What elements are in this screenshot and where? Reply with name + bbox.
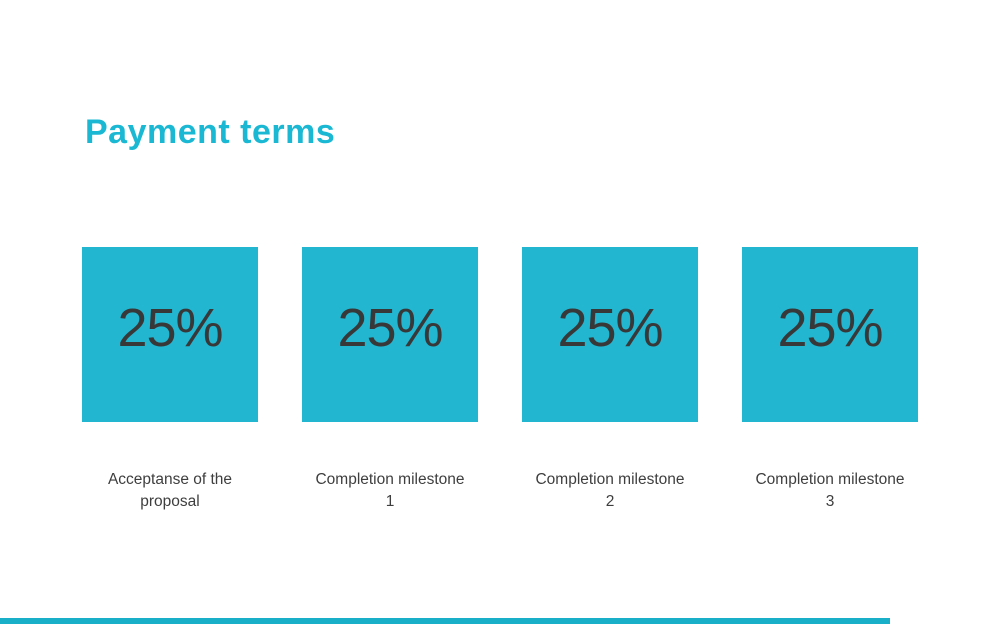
milestone-label-2: Completion milestone 1 <box>315 471 465 510</box>
milestone-percent-2: 25% <box>337 297 443 358</box>
milestone-percent-1: 25% <box>117 297 223 358</box>
milestone-square-4: 25% <box>742 247 918 422</box>
milestone-label-1: Acceptanse of the proposal <box>107 471 233 510</box>
milestone-percent-4: 25% <box>777 297 883 358</box>
milestone-percent-3: 25% <box>557 297 663 358</box>
milestone-label-4: Completion milestone 3 <box>755 471 905 510</box>
milestone-squares-row: 25% 25% 25% 25% <box>82 247 918 422</box>
milestone-square-1: 25% <box>82 247 258 422</box>
milestone-square-3: 25% <box>522 247 698 422</box>
bottom-accent-bar <box>0 618 890 624</box>
milestone-labels-row: Acceptanse of the proposal Completion mi… <box>82 469 918 513</box>
page-title: Payment terms <box>85 113 336 151</box>
milestone-square-2: 25% <box>302 247 478 422</box>
milestone-label-3: Completion milestone 2 <box>535 471 685 510</box>
